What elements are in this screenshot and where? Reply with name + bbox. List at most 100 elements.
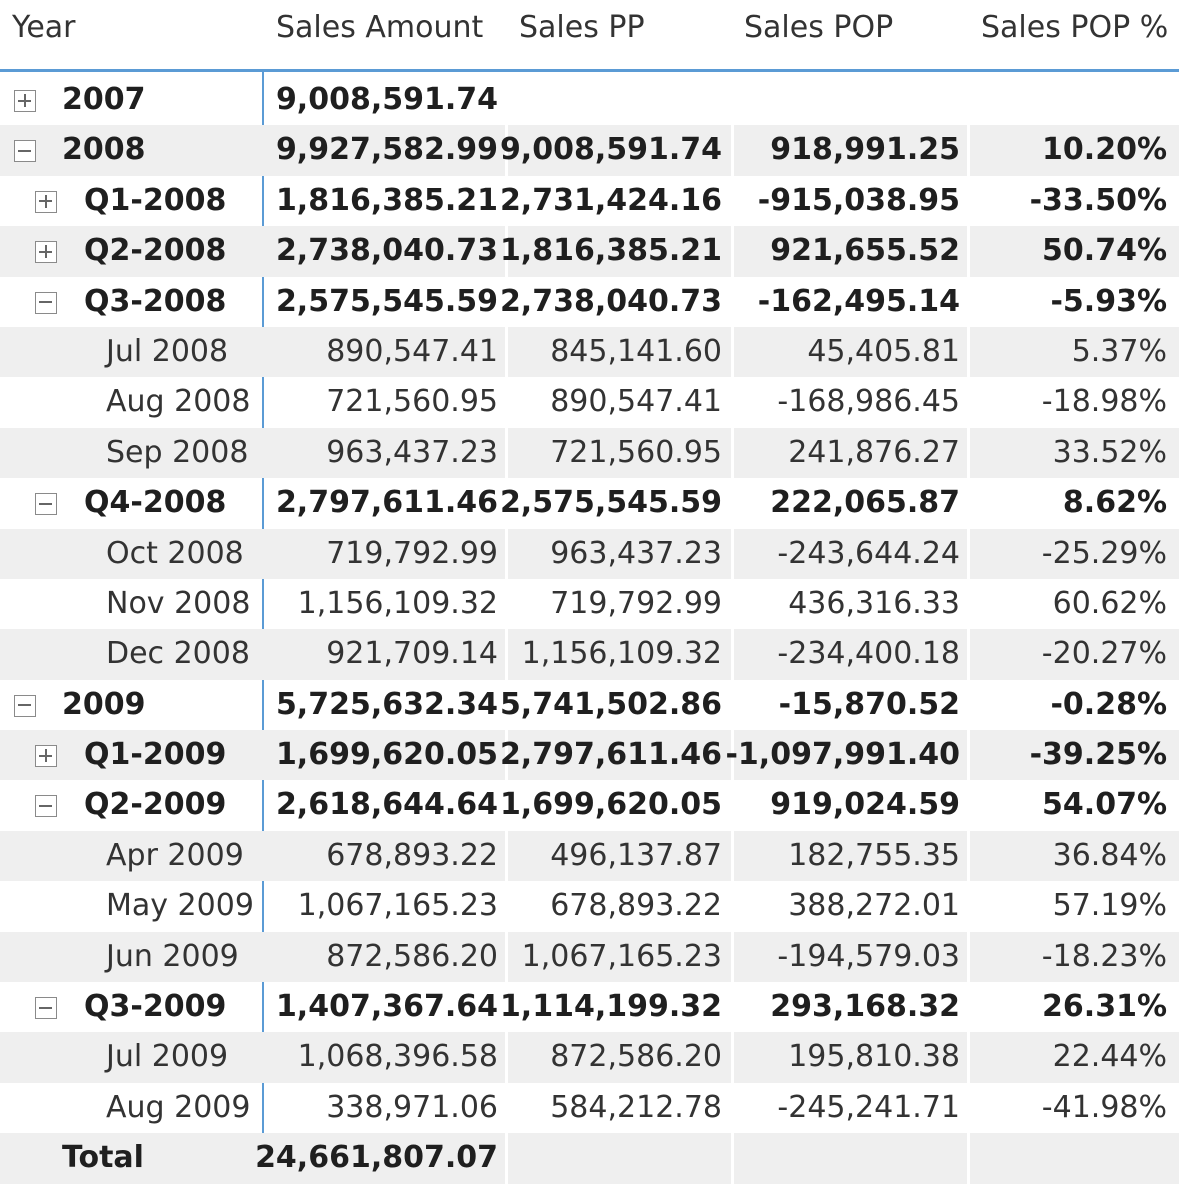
- table-row: Q1-2009 1,699,620.05 2,797,611.46 -1,097,99…: [0, 730, 1179, 781]
- cell-sales-pop-pct: -0.28%: [1050, 686, 1167, 722]
- collapse-icon[interactable]: [35, 795, 57, 818]
- collapse-icon[interactable]: [35, 291, 57, 314]
- cell-sales-pp: 496,137.87: [550, 837, 722, 873]
- cell-sales-pop: -162,495.14: [757, 283, 960, 319]
- matrix-body: 2007 9,008,591.74 2008 9,927,582.99 9,008,59…: [0, 75, 1179, 1184]
- cell-sales-amount: 2,618,644.64: [275, 787, 498, 823]
- cell-sales-pop-pct: 36.84%: [1052, 837, 1167, 873]
- collapse-icon[interactable]: [35, 493, 57, 516]
- row-label: Q4-2008: [84, 485, 227, 521]
- table-row: Jul 2008 890,547.41 845,141.60 45,405.81 5.3…: [0, 326, 1179, 378]
- row-label: Q2-2008: [84, 233, 227, 269]
- cell-sales-pop-pct: -39.25%: [1029, 737, 1167, 773]
- table-row: Q3-2009 1,407,367.64 1,114,199.32 293,168.3…: [0, 982, 1179, 1032]
- table-row: Q2-2008 2,738,040.73 1,816,385.21 921,655.5…: [0, 226, 1179, 277]
- row-label: Nov 2008: [106, 585, 251, 621]
- cell-sales-amount: 719,792.99: [326, 535, 498, 571]
- cell-sales-pp: 2,575,545.59: [499, 485, 722, 521]
- row-label: Aug 2008: [106, 384, 251, 420]
- cell-sales-pop: -168,986.45: [777, 384, 960, 420]
- cell-sales-pop-pct: -41.98%: [1041, 1089, 1167, 1125]
- cell-sales-pp: 963,437.23: [550, 535, 722, 571]
- row-label: Q1-2008: [84, 182, 227, 218]
- cell-sales-pp: 1,156,109.32: [521, 636, 722, 672]
- cell-sales-pp: 721,560.95: [550, 434, 722, 470]
- header-sales-pp[interactable]: Sales PP: [519, 10, 645, 45]
- table-row: Dec 2008 921,709.14 1,156,109.32 -234,400.1…: [0, 629, 1179, 680]
- expand-icon[interactable]: [35, 190, 57, 213]
- row-header-divider: [262, 72, 264, 1182]
- collapse-icon[interactable]: [35, 997, 57, 1020]
- table-row: Sep 2008 963,437.23 721,560.95 241,876.27 33…: [0, 427, 1179, 479]
- table-row: Aug 2009 338,971.06 584,212.78 -245,241.71 -…: [0, 1083, 1179, 1133]
- row-label: Apr 2009: [106, 837, 244, 873]
- cell-sales-amount: 1,699,620.05: [275, 737, 498, 773]
- expand-icon[interactable]: [35, 241, 57, 264]
- cell-sales-pop: 45,405.81: [807, 333, 960, 369]
- cell-sales-pp: 890,547.41: [550, 384, 722, 420]
- row-label: Total: [62, 1140, 144, 1176]
- row-label: 2007: [62, 82, 146, 117]
- cell-sales-pop-pct: -18.98%: [1041, 384, 1167, 420]
- cell-sales-amount: 2,738,040.73: [275, 233, 498, 269]
- cell-sales-pop-pct: 22.44%: [1052, 1039, 1167, 1075]
- row-label: 2008: [62, 132, 146, 168]
- header-sales-pop[interactable]: Sales POP: [744, 10, 894, 45]
- cell-sales-pop: 918,991.25: [770, 132, 960, 168]
- cell-sales-pop-pct: 60.62%: [1052, 585, 1167, 621]
- row-label: Aug 2009: [106, 1089, 251, 1125]
- collapse-icon[interactable]: [14, 140, 36, 163]
- cell-sales-pop-pct: -18.23%: [1041, 938, 1167, 974]
- cell-sales-pop: 436,316.33: [788, 585, 960, 621]
- cell-sales-pop: -15,870.52: [778, 686, 960, 722]
- cell-sales-pop: 388,272.01: [788, 888, 960, 924]
- cell-sales-amount: 872,586.20: [326, 938, 498, 974]
- cell-sales-pop-pct: -20.27%: [1041, 636, 1167, 672]
- row-label: Oct 2008: [106, 535, 244, 571]
- header-sales-amount[interactable]: Sales Amount: [276, 10, 484, 45]
- cell-sales-pop: 195,810.38: [788, 1039, 960, 1075]
- cell-sales-pop: 921,655.52: [770, 233, 960, 269]
- row-label: Q3-2009: [84, 989, 227, 1025]
- cell-sales-pop: 919,024.59: [770, 787, 960, 823]
- cell-sales-amount: 1,156,109.32: [297, 585, 498, 621]
- table-row: Jul 2009 1,068,396.58 872,586.20 195,810.38…: [0, 1032, 1179, 1083]
- table-row: Jun 2009 872,586.20 1,067,165.23 -194,579.0…: [0, 931, 1179, 983]
- cell-sales-amount: 5,725,632.34: [275, 686, 498, 722]
- table-row: Q4-2008 2,797,611.46 2,575,545.59 222,065.8…: [0, 478, 1179, 528]
- cell-sales-amount: 1,407,367.64: [275, 989, 498, 1025]
- header-year[interactable]: Year: [12, 10, 76, 45]
- table-row: Q1-2008 1,816,385.21 2,731,424.16 -915,038.…: [0, 176, 1179, 226]
- row-label: Dec 2008: [106, 636, 250, 672]
- cell-sales-pp: 1,699,620.05: [499, 787, 722, 823]
- table-row: Aug 2008 721,560.95 890,547.41 -168,986.45 -…: [0, 377, 1179, 427]
- row-label: Q2-2009: [84, 787, 227, 823]
- cell-sales-pop-pct: 26.31%: [1042, 989, 1167, 1025]
- cell-sales-pp: 719,792.99: [550, 585, 722, 621]
- cell-sales-pp: 678,893.22: [550, 888, 722, 924]
- cell-sales-pp: 9,008,591.74: [499, 132, 722, 168]
- cell-sales-amount: 890,547.41: [326, 333, 498, 369]
- cell-sales-pp: 1,067,165.23: [521, 938, 722, 974]
- table-row: Nov 2008 1,156,109.32 719,792.99 436,316.33…: [0, 579, 1179, 629]
- cell-sales-pop: -1,097,991.40: [725, 737, 960, 773]
- row-label: Jun 2009: [106, 938, 239, 974]
- table-row: 2007 9,008,591.74: [0, 75, 1179, 125]
- row-label: 2009: [62, 686, 146, 722]
- cell-sales-pop: 182,755.35: [788, 837, 960, 873]
- cell-sales-amount: 921,709.14: [326, 636, 498, 672]
- row-label: Q3-2008: [84, 283, 227, 319]
- row-label: Jul 2009: [106, 1039, 229, 1075]
- cell-sales-amount: 2,575,545.59: [275, 283, 498, 319]
- collapse-icon[interactable]: [14, 694, 36, 717]
- expand-icon[interactable]: [14, 90, 36, 112]
- row-label: May 2009: [106, 888, 254, 924]
- expand-icon[interactable]: [35, 745, 57, 768]
- cell-sales-pp: 2,731,424.16: [499, 182, 722, 218]
- cell-sales-pp: 872,586.20: [550, 1039, 722, 1075]
- cell-sales-amount: 1,068,396.58: [297, 1039, 498, 1075]
- header-sales-pop-pct[interactable]: Sales POP %: [981, 10, 1169, 45]
- row-label: Sep 2008: [106, 434, 249, 470]
- table-row: 2008 9,927,582.99 9,008,591.74 918,991.25 10…: [0, 125, 1179, 176]
